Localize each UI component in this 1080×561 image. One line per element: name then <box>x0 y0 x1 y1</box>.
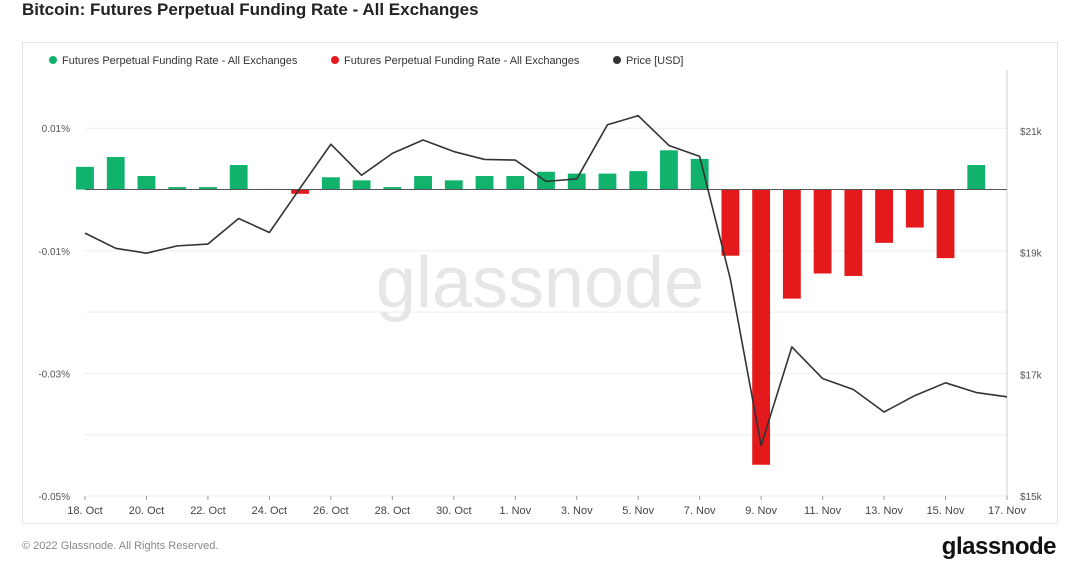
funding-bar <box>321 177 340 190</box>
funding-bar <box>844 189 863 276</box>
x-tick-label: 5. Nov <box>622 505 654 517</box>
y-right-tick-label: $15k <box>1020 492 1043 503</box>
funding-bar <box>506 176 525 190</box>
y-left-tick-label: -0.05% <box>38 492 70 503</box>
funding-bar <box>721 189 740 256</box>
y-left-tick-label: -0.01% <box>38 247 70 258</box>
legend-dot <box>613 56 621 64</box>
x-tick-label: 13. Nov <box>865 505 903 517</box>
funding-bar <box>690 158 709 190</box>
y-right-tick-label: $17k <box>1020 370 1043 381</box>
chart-title: Bitcoin: Futures Perpetual Funding Rate … <box>22 0 479 19</box>
x-tick-label: 26. Oct <box>313 505 348 517</box>
x-axis: 18. Oct 20. Oct 22. Oct 24. Oct 26. Oct 28. O… <box>67 496 1026 517</box>
funding-bar <box>199 187 217 190</box>
funding-bar <box>168 187 187 190</box>
funding-bar <box>475 176 494 190</box>
funding-bar <box>967 165 986 190</box>
legend-label: Price [USD] <box>626 55 683 67</box>
y-right-tick-label: $19k <box>1020 249 1043 260</box>
funding-bar <box>414 176 432 190</box>
y-left-tick-label: -0.03% <box>38 369 70 380</box>
x-tick-label: 22. Oct <box>190 505 225 517</box>
funding-bar <box>752 189 771 465</box>
funding-bar <box>444 180 463 190</box>
watermark: glassnode <box>376 243 704 323</box>
funding-bar <box>598 173 617 190</box>
x-tick-label: 18. Oct <box>67 505 102 517</box>
funding-bar <box>383 187 402 190</box>
y-left-tick-label: 0.01% <box>42 124 70 135</box>
funding-bar <box>782 189 801 299</box>
x-tick-label: 11. Nov <box>804 505 842 517</box>
x-tick-label: 3. Nov <box>561 505 593 517</box>
funding-rate-bars <box>76 150 986 465</box>
chart-svg: Futures Perpetual Funding Rate - All Exc… <box>38 55 1043 517</box>
legend: Futures Perpetual Funding Rate - All Exc… <box>49 55 683 67</box>
funding-bar <box>567 173 586 190</box>
x-tick-label: 9. Nov <box>745 505 777 517</box>
funding-bar <box>905 189 924 228</box>
funding-bar <box>137 176 156 190</box>
legend-dot <box>49 56 57 64</box>
y-right-tick-label: $21k <box>1020 127 1043 138</box>
funding-bar <box>352 180 371 190</box>
funding-bar <box>76 166 94 190</box>
y-axis-left: 0.01% -0.01% -0.03% -0.05% <box>38 124 70 503</box>
x-tick-label: 28. Oct <box>375 505 410 517</box>
funding-bar <box>936 189 955 259</box>
x-tick-label: 17. Nov <box>988 505 1026 517</box>
x-tick-label: 20. Oct <box>129 505 164 517</box>
funding-bar <box>660 150 678 190</box>
price-line-group <box>84 114 1008 447</box>
legend-label: Futures Perpetual Funding Rate - All Exc… <box>62 55 298 67</box>
y-axis-right: $21k $19k $17k $15k <box>1020 127 1043 503</box>
x-tick-label: 1. Nov <box>499 505 531 517</box>
chart-panel: Futures Perpetual Funding Rate - All Exc… <box>22 42 1058 524</box>
x-tick-label: 30. Oct <box>436 505 471 517</box>
funding-bar <box>291 189 310 194</box>
legend-dot <box>331 56 339 64</box>
funding-bar <box>106 157 125 190</box>
brand-logo[interactable]: glassnode <box>941 533 1057 560</box>
x-tick-label: 7. Nov <box>684 505 716 517</box>
copyright-footer: © 2022 Glassnode. All Rights Reserved. <box>22 540 219 552</box>
x-tick-label: 24. Oct <box>252 505 287 517</box>
x-tick-label: 15. Nov <box>927 505 965 517</box>
price-line <box>84 114 1008 447</box>
legend-label: Futures Perpetual Funding Rate - All Exc… <box>344 55 580 67</box>
funding-bar <box>629 171 648 190</box>
funding-bar <box>813 189 832 274</box>
funding-bar <box>875 189 893 243</box>
funding-bar <box>229 165 248 190</box>
